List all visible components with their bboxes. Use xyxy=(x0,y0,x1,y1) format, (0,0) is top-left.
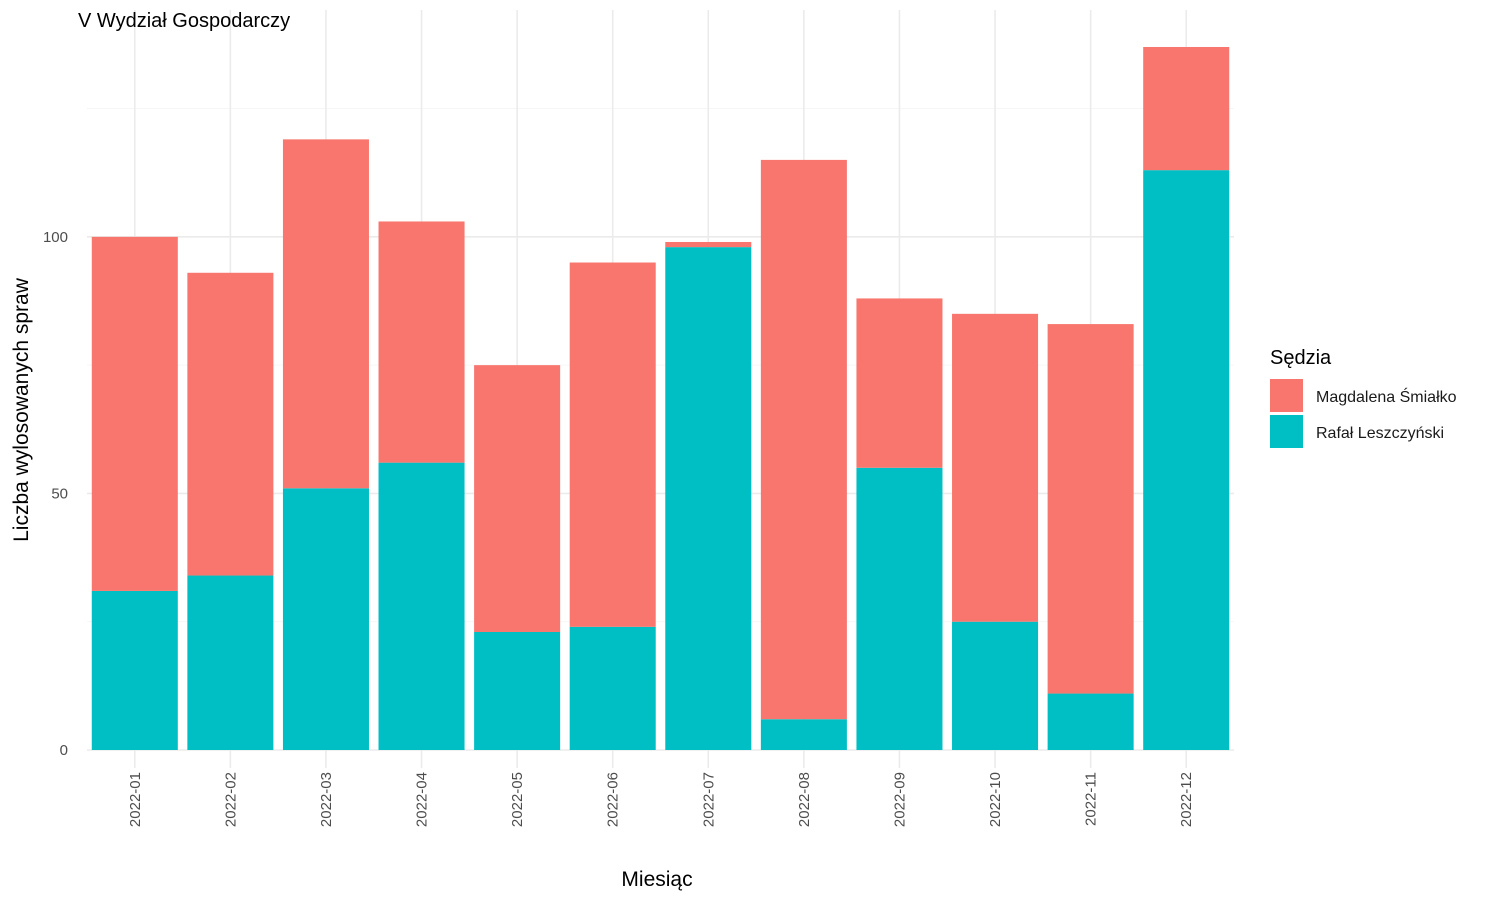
bar-rafa-2022-12 xyxy=(1143,170,1230,750)
y-axis-ticks: 0 50 100 xyxy=(43,229,68,759)
bar-magdalena-2022-03 xyxy=(282,139,369,489)
x-tick-label: 2022-09 xyxy=(891,772,908,827)
bar-magdalena-2022-12 xyxy=(1143,47,1230,171)
bar-magdalena-2022-11 xyxy=(1047,324,1134,694)
chart-title: V Wydział Gospodarczy xyxy=(78,10,290,32)
x-tick-label: 2022-03 xyxy=(318,772,335,827)
bar-magdalena-2022-01 xyxy=(91,236,178,591)
bar-rafa-2022-08 xyxy=(760,719,847,750)
x-tick-label: 2022-08 xyxy=(796,772,813,827)
x-axis-ticks: 2022-01 2022-02 2022-03 2022-04 2022-05 2022-… xyxy=(127,772,1195,827)
bar-rafa-2022-05 xyxy=(474,631,561,750)
bar-magdalena-2022-06 xyxy=(569,262,656,627)
bar-rafa-2022-09 xyxy=(856,467,943,750)
bar-magdalena-2022-07 xyxy=(665,241,752,248)
bar-magdalena-2022-09 xyxy=(856,298,943,468)
x-tick-label: 2022-04 xyxy=(414,772,431,827)
bar-magdalena-2022-08 xyxy=(760,159,847,720)
x-tick-label: 2022-10 xyxy=(987,772,1004,827)
legend-key-magdalena xyxy=(1270,379,1303,412)
x-tick-label: 2022-07 xyxy=(700,772,717,827)
bar-magdalena-2022-04 xyxy=(378,221,465,463)
bar-magdalena-2022-02 xyxy=(187,272,274,576)
bars xyxy=(91,47,1230,750)
x-tick-label: 2022-02 xyxy=(222,772,239,827)
bar-rafa-2022-03 xyxy=(282,488,369,750)
x-tick-label: 2022-11 xyxy=(1083,772,1100,826)
legend: Sędzia Magdalena Śmiałko Rafał Leszczyńs… xyxy=(1270,347,1457,448)
legend-key-rafal xyxy=(1270,415,1303,448)
x-tick-label: 2022-06 xyxy=(605,772,622,827)
legend-label-rafal: Rafał Leszczyński xyxy=(1316,425,1444,442)
bar-rafa-2022-01 xyxy=(91,590,178,750)
bar-rafa-2022-11 xyxy=(1047,693,1134,750)
y-tick-label: 50 xyxy=(51,485,68,502)
x-tick-label: 2022-12 xyxy=(1178,772,1195,827)
x-tick-label: 2022-01 xyxy=(127,772,144,827)
x-axis-title: Miesiąc xyxy=(621,868,692,891)
legend-label-magdalena: Magdalena Śmiałko xyxy=(1316,387,1457,406)
bar-rafa-2022-10 xyxy=(952,621,1039,750)
y-axis-title: Liczba wylosowanych spraw xyxy=(10,277,33,542)
legend-title: Sędzia xyxy=(1270,347,1332,369)
bar-magdalena-2022-05 xyxy=(474,365,561,632)
bar-magdalena-2022-10 xyxy=(952,313,1039,622)
bar-rafa-2022-06 xyxy=(569,626,656,750)
bar-rafa-2022-02 xyxy=(187,575,274,750)
y-tick-label: 100 xyxy=(43,229,68,246)
bar-rafa-2022-07 xyxy=(665,247,752,750)
bar-rafa-2022-04 xyxy=(378,462,465,750)
y-tick-label: 0 xyxy=(60,742,68,759)
x-tick-label: 2022-05 xyxy=(509,772,526,827)
